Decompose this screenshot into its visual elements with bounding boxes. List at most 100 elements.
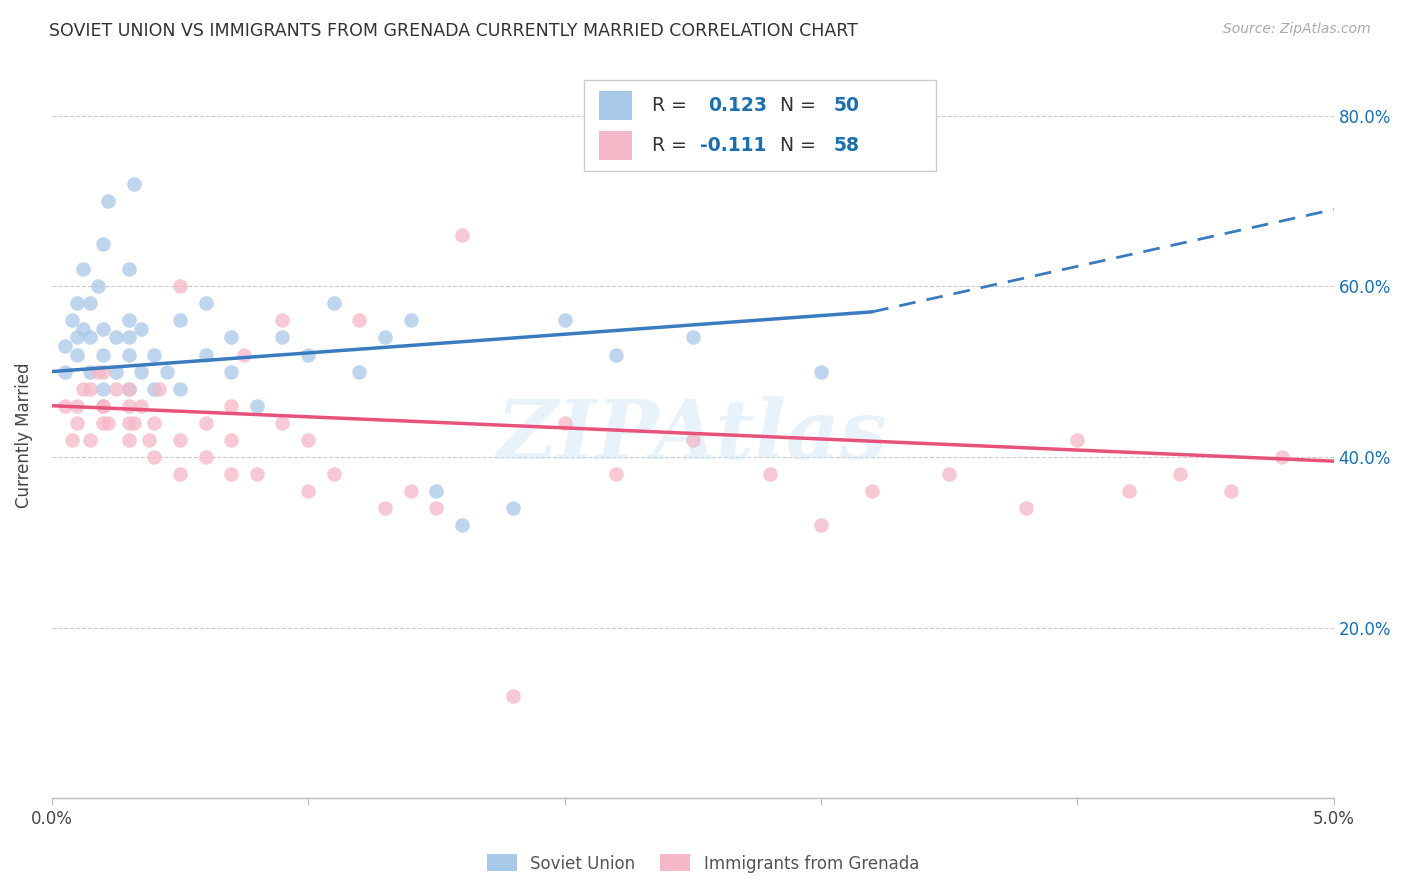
Point	[91, 365, 114, 379]
Point	[79, 365, 101, 379]
Point	[1168, 467, 1191, 481]
Text: SOVIET UNION VS IMMIGRANTS FROM GRENADA CURRENTLY MARRIED CORRELATION CHART: SOVIET UNION VS IMMIGRANTS FROM GRENADA …	[49, 22, 858, 40]
Point	[297, 433, 319, 447]
Point	[425, 483, 447, 498]
Point	[143, 416, 166, 430]
Point	[682, 433, 704, 447]
Point	[194, 450, 217, 464]
Point	[53, 339, 76, 353]
Point	[297, 483, 319, 498]
Point	[194, 296, 217, 310]
Point	[219, 365, 242, 379]
Text: R =: R =	[651, 136, 693, 155]
Point	[91, 416, 114, 430]
Point	[87, 279, 110, 293]
Point	[860, 483, 883, 498]
Point	[131, 365, 153, 379]
Text: 0.123: 0.123	[709, 96, 768, 115]
Point	[118, 382, 141, 396]
Point	[148, 382, 170, 396]
Point	[118, 313, 141, 327]
Point	[66, 347, 89, 361]
Point	[118, 399, 141, 413]
Point	[91, 347, 114, 361]
Point	[1015, 501, 1038, 516]
Point	[97, 194, 120, 208]
Point	[271, 330, 294, 344]
Point	[605, 347, 627, 361]
Point	[87, 365, 110, 379]
Point	[118, 382, 141, 396]
Point	[104, 365, 127, 379]
Point	[758, 467, 780, 481]
Point	[104, 382, 127, 396]
Point	[219, 433, 242, 447]
Point	[122, 177, 145, 191]
Point	[938, 467, 960, 481]
Point	[502, 501, 524, 516]
Point	[79, 433, 101, 447]
Point	[349, 313, 371, 327]
Point	[97, 416, 120, 430]
Point	[682, 330, 704, 344]
Point	[425, 501, 447, 516]
Point	[118, 433, 141, 447]
Point	[143, 382, 166, 396]
Point	[246, 399, 269, 413]
Point	[66, 416, 89, 430]
Point	[233, 347, 256, 361]
Point	[219, 399, 242, 413]
Point	[451, 518, 474, 533]
Point	[104, 330, 127, 344]
Point	[502, 689, 524, 703]
Y-axis label: Currently Married: Currently Married	[15, 363, 32, 508]
Point	[72, 322, 94, 336]
Point	[72, 382, 94, 396]
Point	[122, 416, 145, 430]
Point	[169, 433, 191, 447]
Text: N =: N =	[780, 136, 821, 155]
Point	[138, 433, 160, 447]
Point	[374, 501, 396, 516]
Legend: Soviet Union, Immigrants from Grenada: Soviet Union, Immigrants from Grenada	[481, 847, 925, 880]
Point	[553, 313, 575, 327]
Point	[118, 416, 141, 430]
Text: ZIPAtlas: ZIPAtlas	[498, 395, 889, 475]
Point	[79, 382, 101, 396]
Point	[118, 330, 141, 344]
Point	[1271, 450, 1294, 464]
Text: N =: N =	[780, 96, 821, 115]
Text: Source: ZipAtlas.com: Source: ZipAtlas.com	[1223, 22, 1371, 37]
Point	[91, 399, 114, 413]
Point	[169, 279, 191, 293]
Point	[451, 228, 474, 243]
Point	[53, 399, 76, 413]
Text: 50: 50	[834, 96, 859, 115]
Point	[219, 467, 242, 481]
Text: R =: R =	[651, 96, 693, 115]
Point	[118, 347, 141, 361]
Point	[1220, 483, 1243, 498]
Point	[91, 322, 114, 336]
Point	[143, 450, 166, 464]
Point	[131, 399, 153, 413]
Point	[194, 416, 217, 430]
Point	[79, 330, 101, 344]
Point	[322, 467, 344, 481]
Point	[66, 330, 89, 344]
Point	[246, 467, 269, 481]
Point	[91, 382, 114, 396]
Point	[169, 467, 191, 481]
Point	[1118, 483, 1140, 498]
Point	[66, 296, 89, 310]
Point	[169, 313, 191, 327]
Bar	[599, 131, 633, 160]
Point	[91, 236, 114, 251]
Point	[79, 296, 101, 310]
Bar	[599, 91, 633, 120]
Point	[810, 518, 832, 533]
Point	[169, 382, 191, 396]
Point	[91, 399, 114, 413]
FancyBboxPatch shape	[583, 80, 936, 171]
Point	[271, 416, 294, 430]
